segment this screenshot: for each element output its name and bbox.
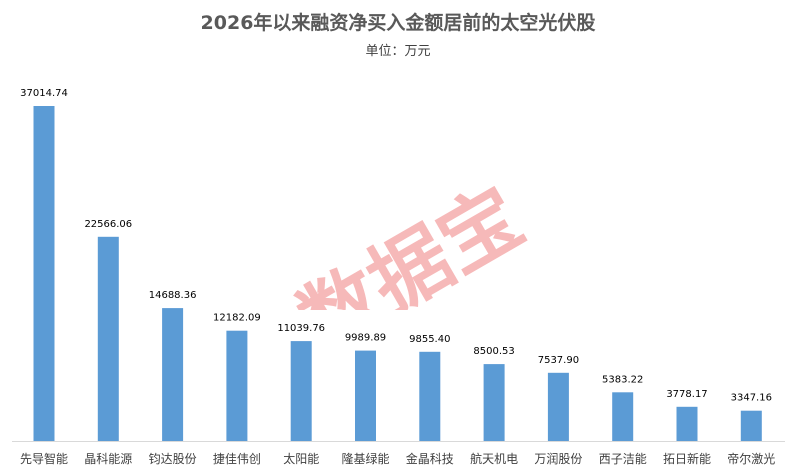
category-label-10: 拓日新能 — [663, 451, 711, 466]
bar-10 — [676, 406, 698, 441]
value-labels-group: 37014.74 22566.06 14688.36 12182.09 11039.76… — [20, 88, 772, 404]
category-label-11: 帝尔激光 — [727, 451, 775, 466]
value-label-2: 14688.36 — [149, 290, 197, 301]
category-label-9: 西子洁能 — [599, 452, 647, 466]
bar-3 — [226, 330, 248, 441]
bar-6 — [419, 351, 441, 441]
category-label-6: 金晶科技 — [406, 451, 454, 466]
category-label-2: 钧达股份 — [149, 452, 197, 466]
bar-8 — [547, 372, 569, 441]
value-label-6: 9855.40 — [409, 334, 450, 345]
value-label-9: 5383.22 — [602, 374, 643, 385]
chart-title: 2026年以来融资净买入金额居前的太空光伏股 — [200, 12, 596, 34]
category-label-0: 先导智能 — [20, 451, 68, 466]
bar-1 — [97, 236, 119, 441]
category-label-1: 晶科能源 — [84, 452, 132, 466]
category-label-5: 隆基绿能 — [341, 451, 389, 466]
category-label-8: 万润股份 — [534, 452, 582, 466]
value-label-7: 8500.53 — [473, 346, 514, 357]
bar-0 — [33, 106, 55, 441]
category-labels-group: 先导智能 晶科能源 钧达股份 捷佳伟创 太阳能 隆基绿能 金晶科技 航天机电 万润股份 西子洁能 拓… — [20, 451, 775, 466]
value-label-8: 7537.90 — [538, 355, 579, 366]
bar-5 — [355, 350, 376, 441]
category-label-3: 捷佳伟创 — [213, 452, 261, 466]
bar-4 — [290, 341, 312, 441]
category-label-4: 太阳能 — [283, 451, 319, 466]
value-label-4: 11039.76 — [277, 323, 325, 334]
value-label-0: 37014.74 — [20, 88, 68, 99]
chart-subtitle: 单位：万元 — [365, 44, 431, 59]
value-label-1: 22566.06 — [84, 219, 132, 230]
value-label-11: 3347.16 — [731, 393, 772, 404]
bar-7 — [483, 364, 505, 441]
bar-11 — [740, 410, 762, 441]
category-label-7: 航天机电 — [470, 451, 518, 466]
value-label-3: 12182.09 — [213, 313, 261, 324]
bar-2 — [162, 308, 184, 441]
bars-group — [33, 106, 762, 441]
value-label-5: 9989.89 — [345, 333, 386, 344]
bar-9 — [612, 392, 634, 441]
value-label-10: 3778.17 — [666, 389, 707, 400]
